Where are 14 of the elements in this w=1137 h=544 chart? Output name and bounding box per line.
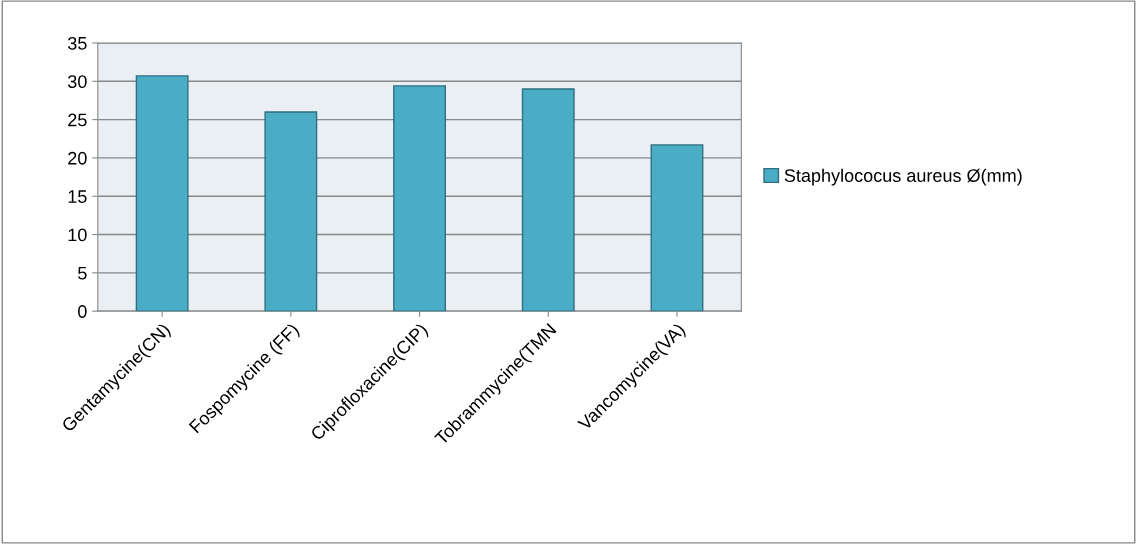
- y-tick-label: 0: [78, 305, 87, 318]
- y-tick-label: 30: [67, 75, 87, 89]
- y-tick-label: 35: [67, 36, 87, 50]
- y-tick-label: 10: [68, 228, 87, 242]
- bar: [393, 85, 446, 312]
- bar: [264, 111, 318, 312]
- bar: [521, 88, 575, 312]
- bar: [135, 75, 189, 312]
- y-tick-label: 15: [68, 190, 87, 203]
- y-tick-label: 20: [68, 151, 87, 165]
- legend-label: Staphylococus aureus Ø(mm): [784, 168, 1022, 186]
- y-tick-label: 5: [78, 266, 87, 280]
- bar: [650, 144, 704, 312]
- y-tick-label: 25: [68, 113, 87, 127]
